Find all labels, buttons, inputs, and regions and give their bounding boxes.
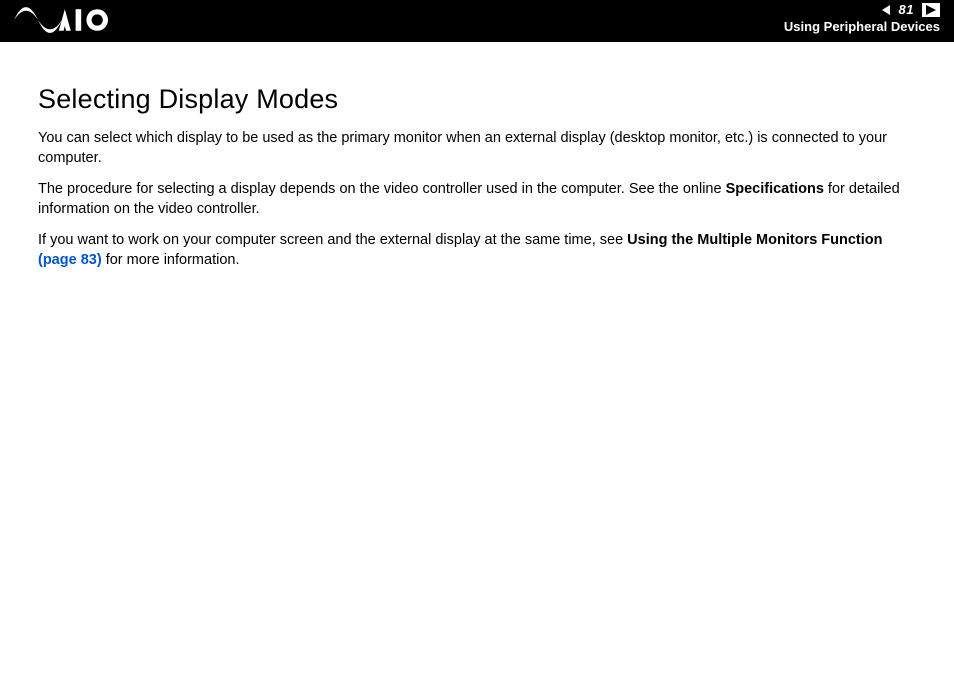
section-title: Selecting Display Modes (38, 84, 916, 115)
body-text: You can select which display to be used … (38, 129, 916, 270)
page-content: Selecting Display Modes You can select w… (0, 42, 954, 270)
bold-text: Using the Multiple Monitors Function (627, 232, 882, 248)
text-run: If you want to work on your computer scr… (38, 232, 627, 248)
text-run: for more information. (102, 252, 240, 268)
vaio-logo (14, 6, 110, 34)
page-header: 81 Using Peripheral Devices (0, 0, 954, 42)
header-nav: 81 Using Peripheral Devices (784, 3, 940, 34)
prev-page-icon[interactable] (881, 4, 893, 16)
text-run: The procedure for selecting a display de… (38, 181, 726, 197)
text-run: You can select which display to be used … (38, 130, 887, 166)
paragraph: If you want to work on your computer scr… (38, 231, 916, 270)
bold-text: Specifications (726, 181, 824, 197)
paragraph: The procedure for selecting a display de… (38, 180, 916, 219)
chapter-title: Using Peripheral Devices (784, 19, 940, 34)
page-link[interactable]: (page 83) (38, 252, 102, 268)
paragraph: You can select which display to be used … (38, 129, 916, 168)
next-page-icon[interactable] (922, 3, 940, 17)
page-number: 81 (899, 3, 914, 17)
